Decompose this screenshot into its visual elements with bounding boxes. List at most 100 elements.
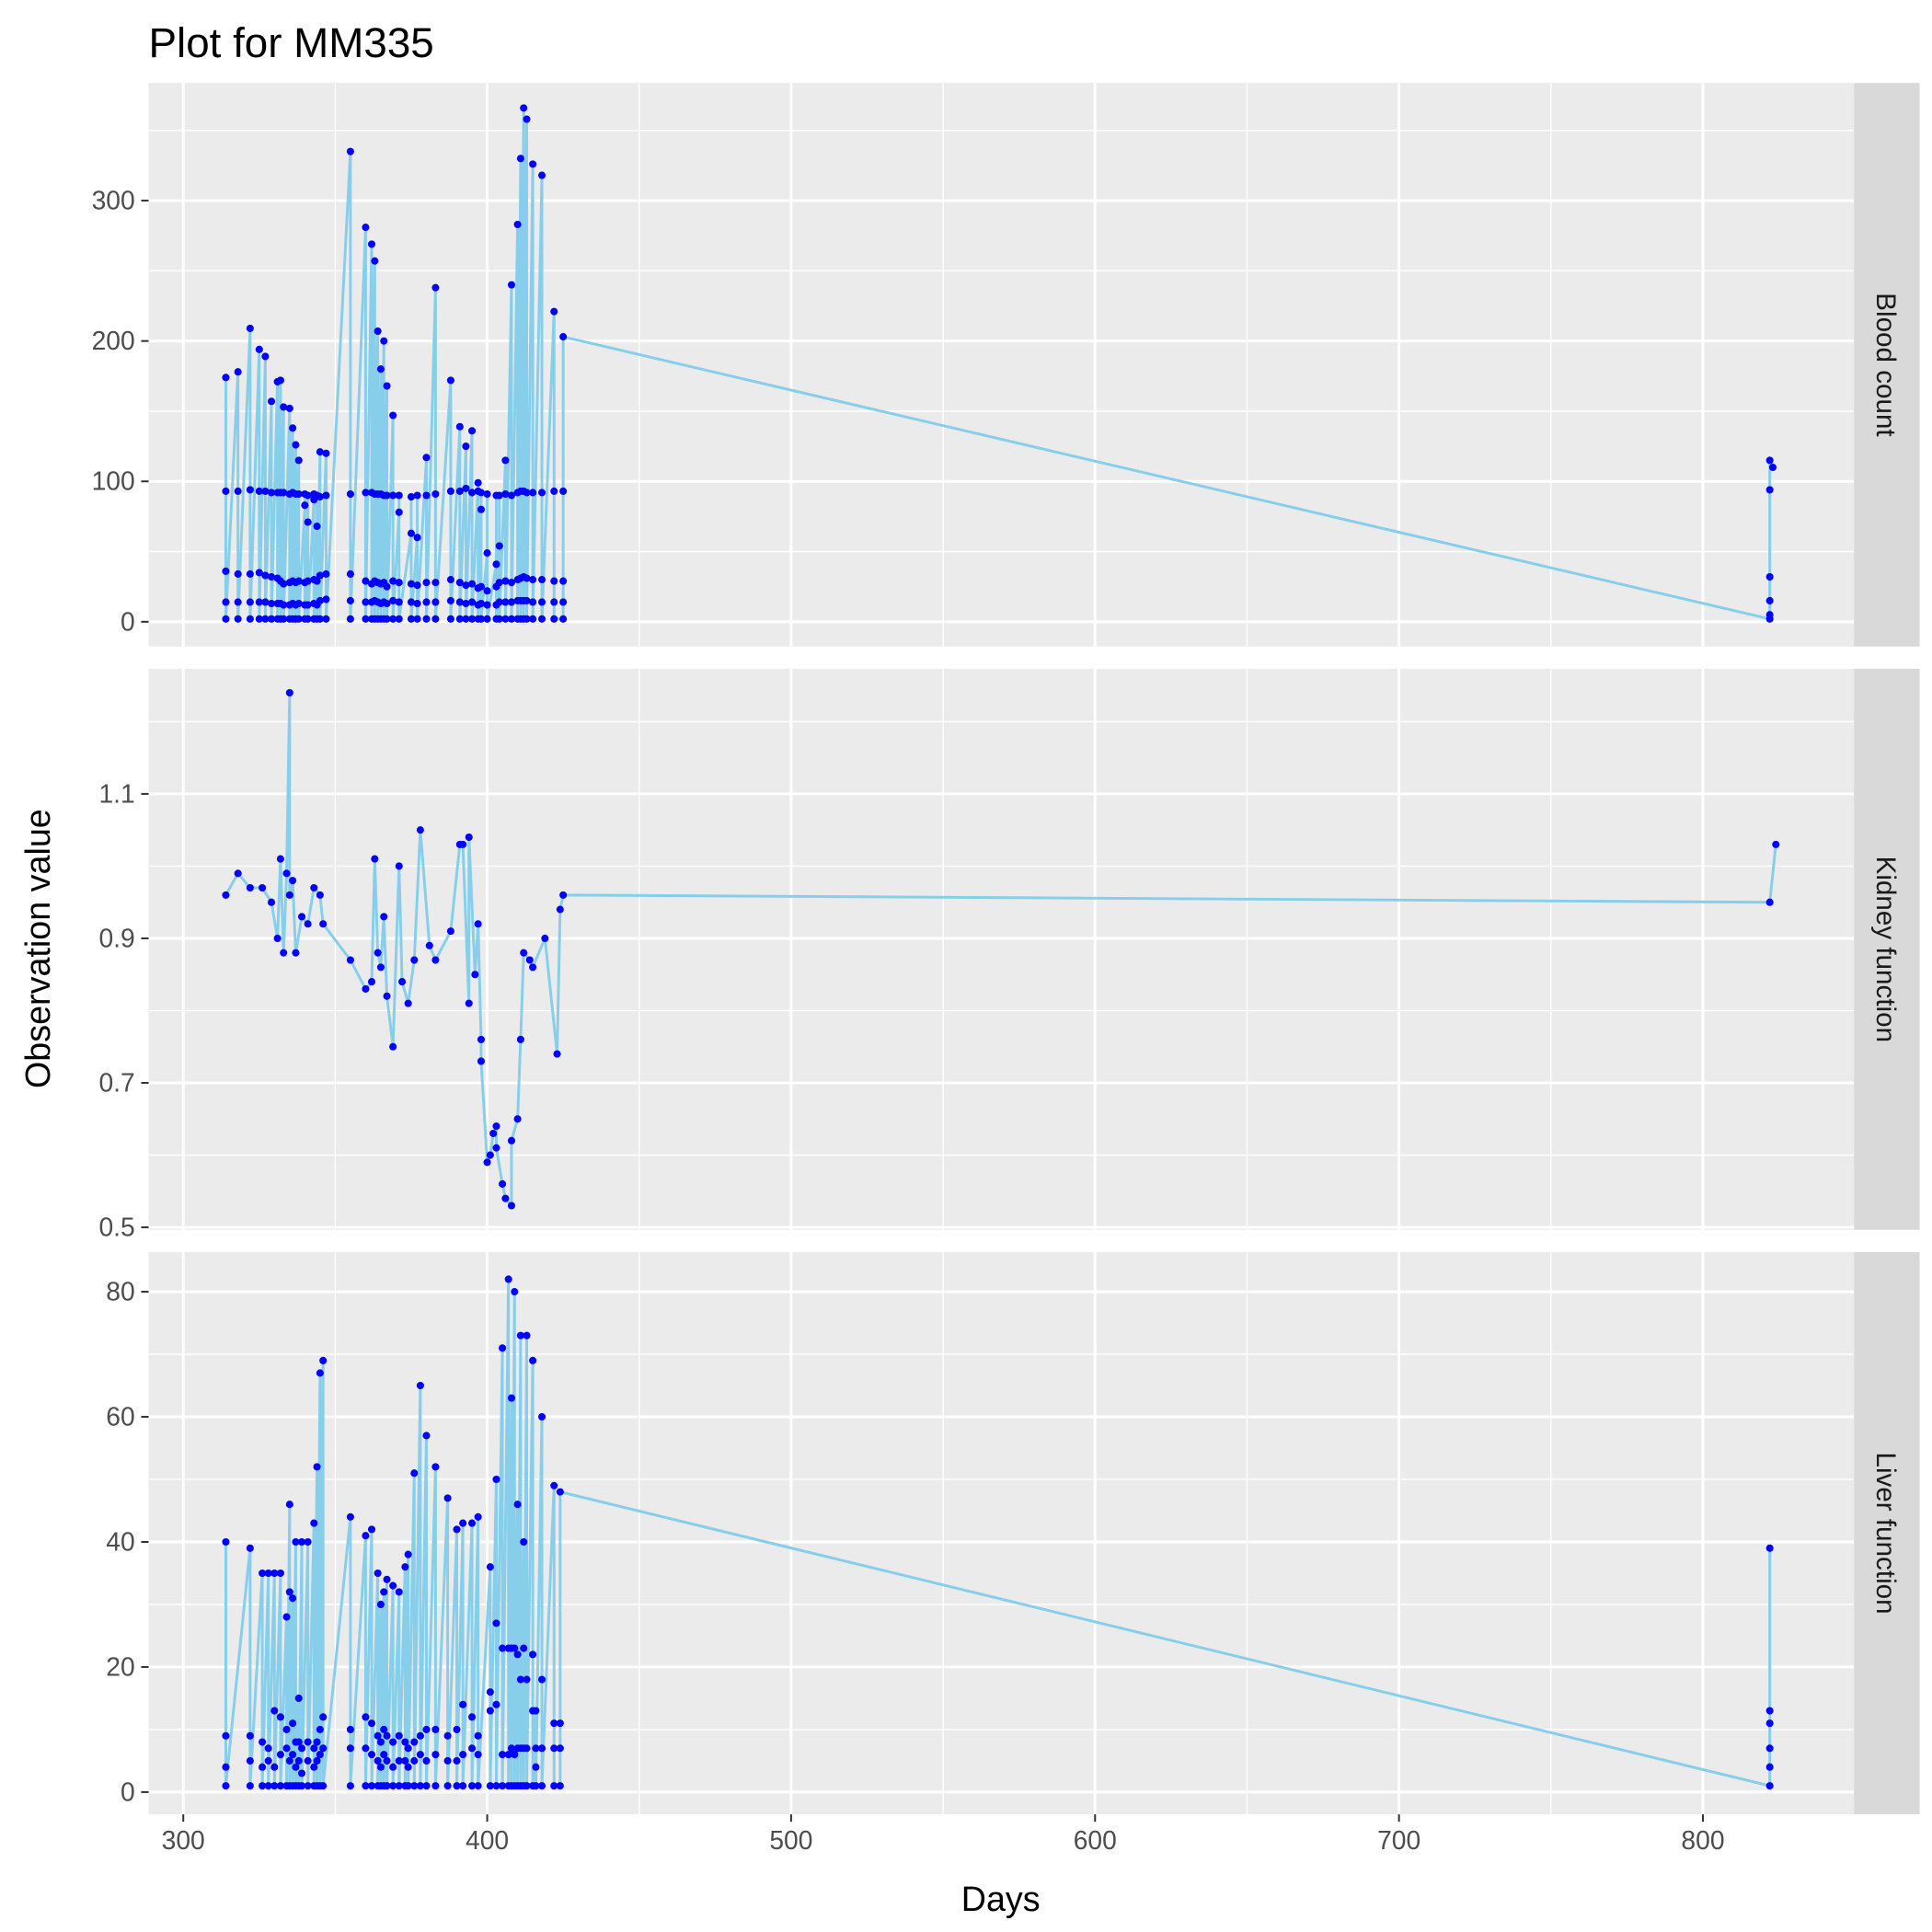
data-point	[234, 615, 242, 623]
data-point	[483, 1158, 491, 1167]
data-point	[310, 1763, 318, 1771]
data-point	[294, 599, 303, 608]
data-point	[319, 1356, 328, 1364]
data-point	[222, 1731, 230, 1740]
data-point	[511, 1751, 519, 1759]
data-point	[346, 1744, 354, 1753]
data-point	[422, 491, 431, 500]
data-point	[550, 1782, 558, 1790]
data-point	[362, 598, 370, 606]
data-point	[537, 171, 546, 179]
data-point	[413, 615, 421, 623]
data-point	[462, 581, 470, 590]
data-point	[468, 1782, 477, 1790]
data-point	[550, 487, 558, 495]
data-point	[446, 376, 454, 385]
data-point	[222, 374, 230, 382]
data-point	[499, 1344, 507, 1352]
data-point	[477, 1057, 485, 1065]
data-point	[422, 1756, 431, 1765]
data-point	[453, 1725, 461, 1733]
data-point	[520, 1537, 528, 1547]
data-point	[523, 489, 531, 497]
data-point	[313, 1463, 321, 1471]
data-point	[380, 1588, 388, 1596]
data-point	[246, 569, 254, 578]
data-point	[267, 615, 276, 623]
data-point	[346, 489, 354, 499]
data-point	[468, 1519, 477, 1527]
data-point	[362, 984, 370, 993]
data-point	[537, 1744, 546, 1753]
data-point	[455, 615, 464, 623]
data-point	[346, 1782, 354, 1790]
data-point	[1765, 1763, 1774, 1771]
data-point	[492, 1782, 500, 1790]
data-point	[529, 160, 537, 168]
data-point	[431, 598, 440, 606]
data-point	[322, 491, 330, 500]
data-point	[298, 1769, 306, 1777]
data-point	[376, 1738, 385, 1746]
data-point	[431, 283, 440, 292]
data-point	[486, 1688, 494, 1696]
data-point	[410, 1738, 419, 1746]
data-point	[537, 598, 546, 606]
data-point	[389, 577, 397, 585]
data-point	[289, 1719, 297, 1728]
data-point	[474, 1751, 482, 1759]
data-point	[455, 487, 464, 495]
data-point	[259, 1782, 267, 1790]
data-point	[455, 579, 464, 587]
data-point	[276, 1782, 284, 1790]
data-point	[556, 905, 564, 914]
data-point	[383, 1756, 391, 1765]
data-point	[389, 1782, 397, 1790]
data-point	[468, 615, 477, 623]
data-point	[234, 869, 242, 878]
data-point	[276, 855, 284, 863]
data-point	[282, 869, 291, 878]
data-point	[550, 598, 558, 606]
data-point	[410, 956, 419, 964]
data-point	[313, 523, 321, 531]
data-point	[486, 1707, 494, 1715]
data-point	[474, 920, 482, 928]
data-point	[489, 1129, 498, 1138]
data-point	[483, 549, 491, 558]
data-point	[1765, 572, 1774, 581]
data-point	[446, 596, 454, 604]
data-point	[529, 598, 537, 606]
data-point	[523, 615, 531, 623]
data-point	[259, 1763, 267, 1771]
data-point	[304, 1756, 312, 1765]
data-point	[537, 576, 546, 584]
data-point	[367, 1782, 376, 1790]
data-point	[222, 1763, 230, 1771]
data-point	[453, 1525, 461, 1534]
data-point	[499, 1782, 507, 1790]
data-point	[389, 596, 397, 604]
data-point	[298, 1782, 306, 1790]
data-point	[446, 576, 454, 584]
panel-background	[148, 668, 1855, 1230]
x-tick-label: 700	[1377, 1825, 1420, 1855]
data-point	[1765, 1782, 1774, 1790]
data-point	[261, 615, 270, 623]
data-point	[280, 580, 288, 588]
data-point	[443, 1731, 452, 1740]
data-point	[495, 598, 503, 606]
data-point	[446, 927, 454, 936]
data-point	[222, 567, 230, 575]
data-point	[322, 449, 330, 457]
data-point	[289, 877, 297, 885]
data-point	[401, 1756, 409, 1765]
data-point	[270, 1782, 279, 1790]
y-tick-label: 60	[106, 1401, 134, 1431]
data-point	[453, 1782, 461, 1790]
data-point	[246, 486, 254, 494]
data-point	[459, 1519, 467, 1527]
data-point	[367, 1751, 376, 1759]
y-tick-label: 1.1	[98, 778, 134, 808]
